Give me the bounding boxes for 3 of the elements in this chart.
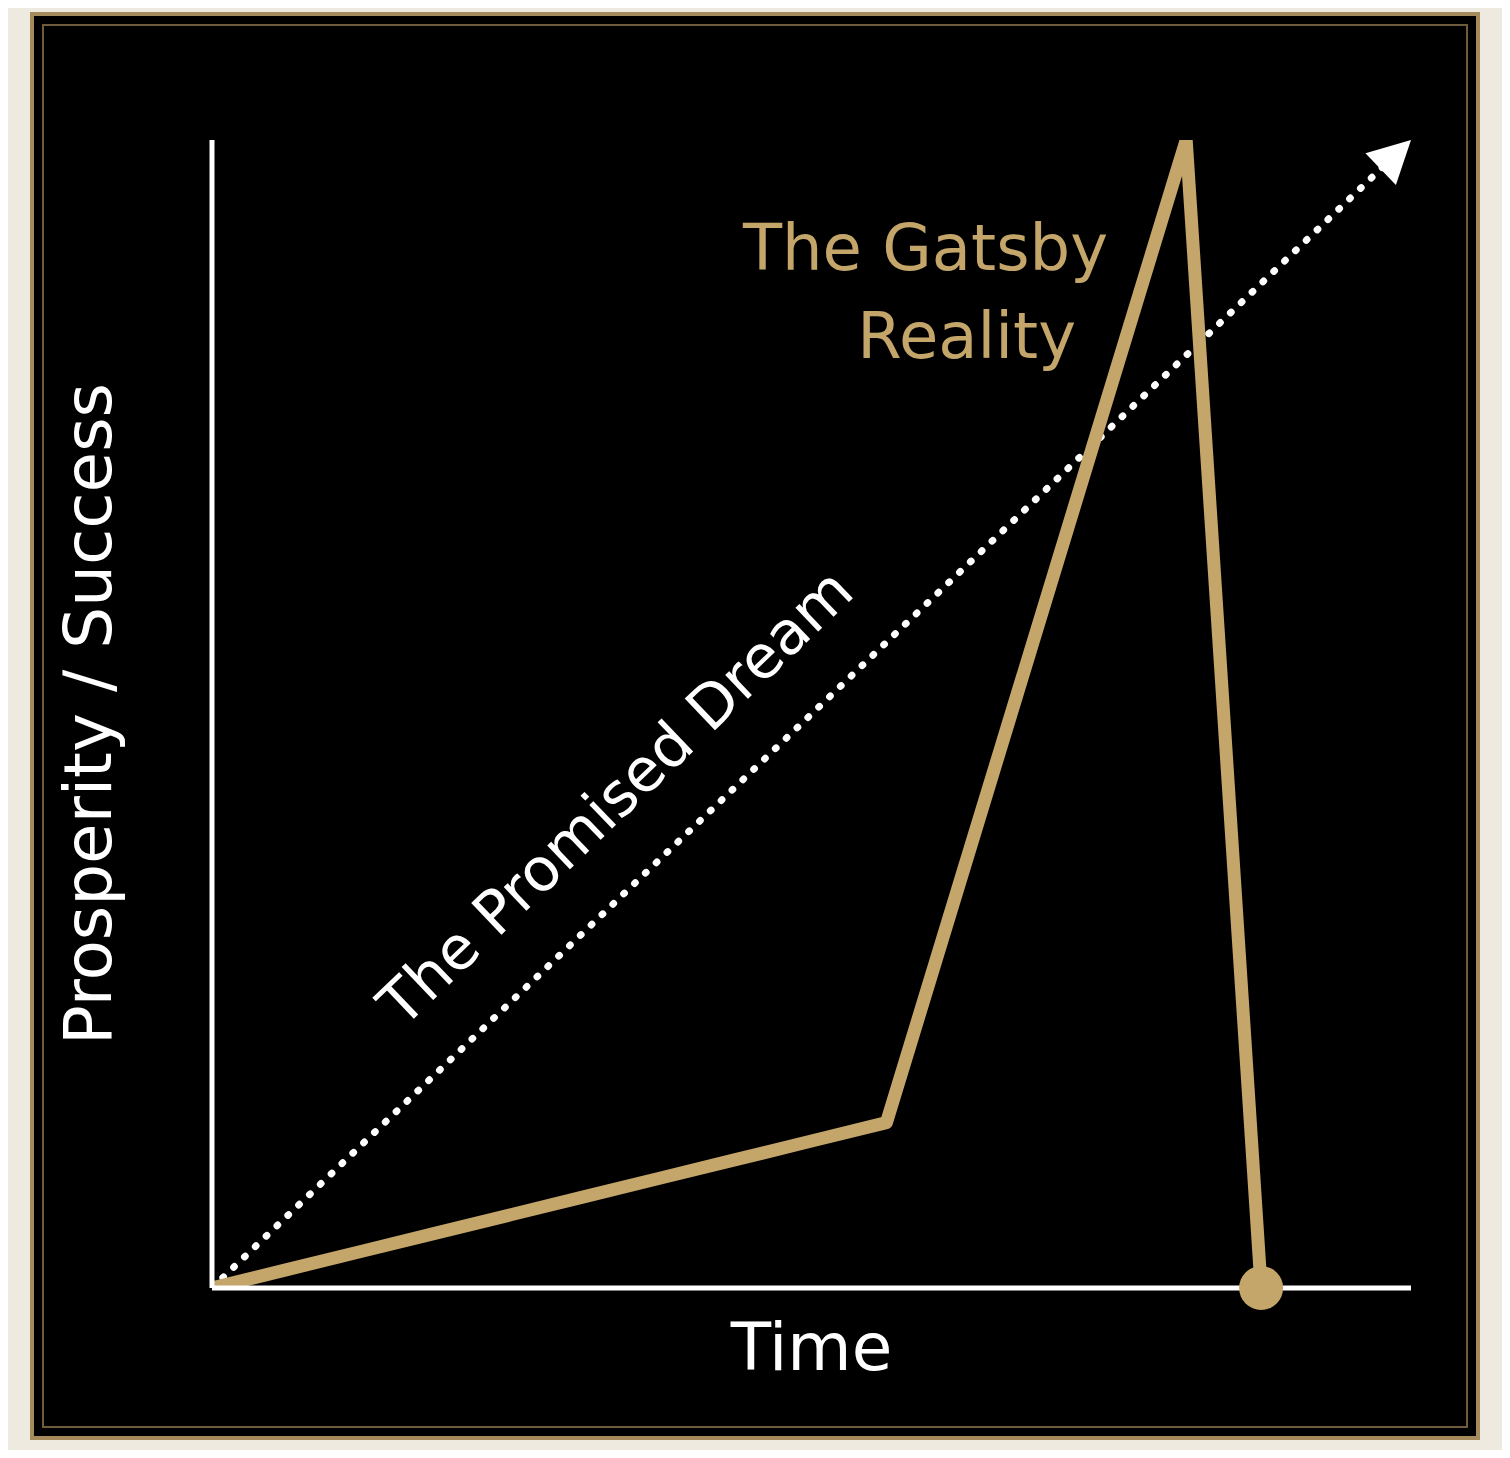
y-axis-title: Prosperity / Success — [50, 383, 128, 1045]
series-label: The Gatsby Reality — [741, 211, 1108, 373]
x-axis-title: Time — [729, 1308, 893, 1386]
